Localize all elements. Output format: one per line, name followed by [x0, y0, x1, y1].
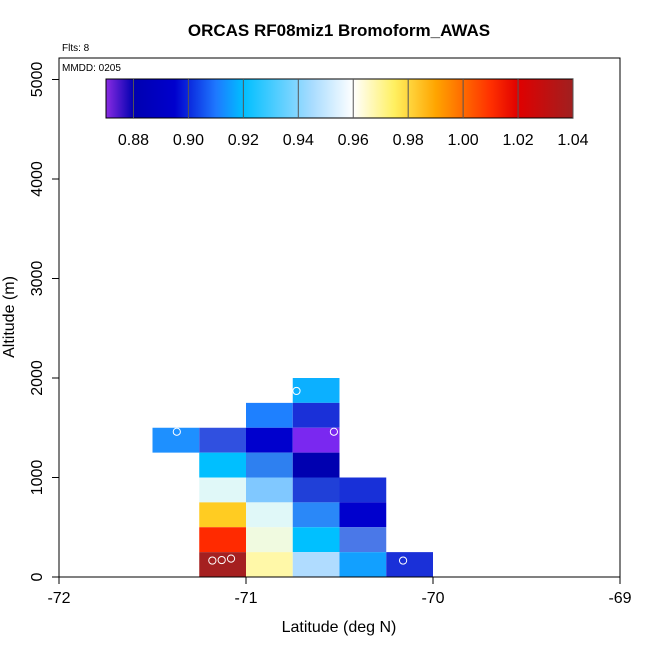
heatmap-cell [292, 402, 340, 428]
colorbar-tick-label: 0.94 [283, 132, 314, 149]
colorbar-tick-label: 0.88 [118, 132, 149, 149]
heatmap-cell [246, 402, 293, 428]
x-axis: -72 -71 -70 -69 [47, 577, 632, 607]
heatmap-cell [339, 502, 387, 528]
x-tick-label: -70 [421, 590, 444, 607]
sample-point [292, 386, 301, 396]
heatmap-cell [292, 552, 340, 577]
y-tick-label: 2000 [29, 360, 46, 396]
sample-point [172, 427, 181, 436]
heatmap-cell [199, 527, 246, 553]
heatmap-cell [246, 527, 293, 553]
sample-point [226, 554, 236, 563]
y-tick-label: 0 [29, 572, 46, 581]
chart-title: ORCAS RF08miz1 Bromoform_AWAS [188, 21, 490, 40]
heatmap-cell [246, 427, 293, 453]
heatmap-cells [152, 378, 433, 577]
heatmap-cell [292, 527, 340, 553]
heatmap-cell [339, 527, 387, 553]
y-tick-label: 5000 [29, 62, 46, 98]
heatmap-cell [292, 427, 340, 453]
heatmap-cell [292, 502, 340, 528]
heatmap-cell [199, 452, 246, 478]
sample-point [329, 427, 338, 436]
colorbar-tick-label: 1.00 [448, 132, 479, 149]
sample-point [208, 556, 217, 565]
heatmap-cell [199, 552, 246, 577]
colorbar-tick-label: 0.90 [173, 132, 204, 149]
y-tick-label: 4000 [29, 161, 46, 197]
heatmap-cell [199, 427, 246, 453]
colorbar-tick-label: 1.04 [557, 132, 588, 149]
colorbar: 0.88 0.90 0.92 0.94 0.96 0.98 1.00 1.02 1.04 [105, 78, 589, 149]
heatmap-cell [292, 452, 340, 478]
flights-note: Flts: 8 [62, 43, 90, 54]
heatmap-cell [199, 502, 246, 528]
sample-points [172, 386, 408, 565]
heatmap-cell [246, 552, 293, 577]
y-axis-label: Altitude (m) [1, 276, 18, 358]
heatmap-cell [199, 477, 246, 503]
x-tick-label: -71 [234, 590, 257, 607]
x-axis-label: Latitude (deg N) [282, 619, 397, 636]
heatmap-cell [339, 477, 387, 503]
heatmap-cell [292, 477, 340, 503]
y-axis: 0 1000 2000 3000 4000 5000 [29, 62, 59, 581]
sample-point [217, 555, 226, 565]
plot-frame [58, 57, 621, 578]
colorbar-tick-label: 0.98 [393, 132, 424, 149]
colorbar-tick-label: 0.96 [338, 132, 369, 149]
colorbar-tick-label: 0.92 [228, 132, 259, 149]
y-tick-label: 3000 [29, 261, 46, 297]
heatmap-cell [386, 552, 433, 577]
heatmap-cell [246, 477, 293, 503]
date-note: MMDD: 0205 [62, 63, 121, 74]
sample-point [398, 556, 408, 565]
x-tick-label: -69 [608, 590, 631, 607]
heatmap-cell [152, 427, 200, 453]
heatmap-cell [246, 452, 293, 478]
heatmap-cell [339, 552, 387, 577]
heatmap-cell [246, 502, 293, 528]
colorbar-tick-label: 1.02 [502, 132, 533, 149]
y-tick-label: 1000 [29, 460, 46, 496]
x-tick-label: -72 [47, 590, 70, 607]
colorbar-gradient [105, 78, 574, 119]
